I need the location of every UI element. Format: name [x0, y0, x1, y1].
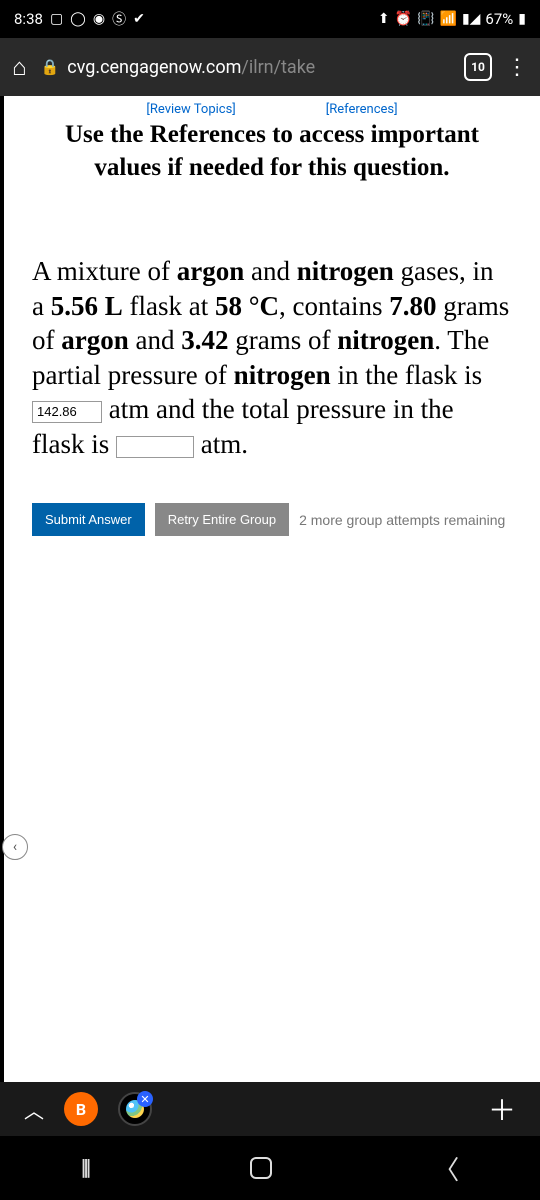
tab-icon-art[interactable]: ✕ [118, 1092, 152, 1126]
url-domain: cvg.cengagenow.com [67, 57, 241, 78]
total-pressure-input[interactable] [116, 436, 194, 458]
wifi-icon: 📶 [440, 11, 457, 27]
top-links: [Review Topics] [References] [4, 96, 540, 119]
attempts-remaining: 2 more group attempts remaining [299, 512, 505, 528]
status-left: 8:38 ▢ ◯ ◉ Ⓢ ✔ [14, 9, 145, 29]
battery-icon: ▮ [518, 11, 526, 27]
browser-bar: ⌂ 🔒 cvg.cengagenow.com/ilrn/take 10 ⋮ [0, 38, 540, 96]
signal-icon: ▮◢ [462, 11, 480, 27]
circle-icon: ◯ [70, 11, 86, 27]
chevron-up-icon[interactable]: ︿ [24, 1095, 44, 1124]
lock-icon: 🔒 [41, 58, 60, 76]
headphones-icon: ▢ [50, 11, 63, 27]
page-content: [Review Topics] [References] Use the Ref… [0, 96, 540, 1086]
status-right: ⬆ ⏰ 📳 📶 ▮◢ 67% ▮ [378, 10, 526, 28]
instruction-text: Use the References to access important v… [4, 119, 540, 194]
upload-icon: ⬆ [378, 11, 390, 27]
url-bar[interactable]: 🔒 cvg.cengagenow.com/ilrn/take [41, 57, 451, 78]
home-icon[interactable]: ⌂ [12, 53, 27, 82]
system-nav-bar: ||| 〈 [0, 1136, 540, 1200]
alarm-icon: ⏰ [395, 11, 412, 27]
side-chevron-badge[interactable]: ‹ [2, 834, 28, 860]
home-button[interactable] [250, 1157, 272, 1179]
bottom-tab-bar: ︿ B ✕ ＋ [0, 1082, 540, 1136]
status-bar: 8:38 ▢ ◯ ◉ Ⓢ ✔ ⬆ ⏰ 📳 📶 ▮◢ 67% ▮ [0, 0, 540, 38]
tab-icon-b[interactable]: B [64, 1092, 98, 1126]
status-time: 8:38 [14, 10, 43, 28]
more-icon[interactable]: ⋮ [506, 55, 528, 80]
new-tab-icon[interactable]: ＋ [488, 1089, 516, 1129]
retry-group-button[interactable]: Retry Entire Group [155, 503, 289, 536]
url-path: /ilrn/take [241, 57, 315, 78]
twitter-icon: ✔ [133, 11, 145, 27]
partial-pressure-input[interactable] [32, 401, 102, 423]
battery-percent: 67% [485, 10, 513, 28]
tab-bar-left: ︿ B ✕ [24, 1092, 152, 1126]
tab-close-icon[interactable]: ✕ [137, 1091, 153, 1107]
s-icon: Ⓢ [112, 9, 126, 29]
recents-button[interactable]: ||| [81, 1156, 89, 1181]
references-link[interactable]: [References] [326, 102, 398, 117]
button-row: Submit Answer Retry Entire Group 2 more … [4, 481, 540, 558]
record-icon: ◉ [93, 11, 105, 27]
review-topics-link[interactable]: [Review Topics] [146, 102, 235, 117]
question-body: A mixture of argon and nitrogen gases, i… [4, 194, 540, 481]
vibrate-icon: 📳 [417, 11, 434, 27]
submit-answer-button[interactable]: Submit Answer [32, 503, 145, 536]
tab-count-button[interactable]: 10 [464, 53, 492, 81]
back-button[interactable]: 〈 [433, 1150, 459, 1187]
